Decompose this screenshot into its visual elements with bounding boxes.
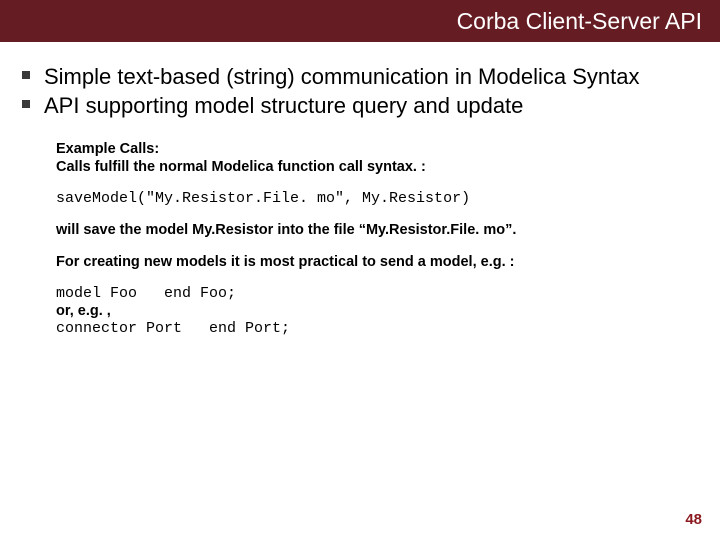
example-heading-line: Example Calls: <box>56 141 159 157</box>
body-block: Example Calls: Calls fulfill the normal … <box>22 140 698 338</box>
bullet-item: Simple text-based (string) communication… <box>22 64 698 91</box>
explain-text: For creating new models it is most pract… <box>56 253 678 271</box>
example-heading: Example Calls: Calls fulfill the normal … <box>56 140 678 176</box>
bullet-text: Simple text-based (string) communication… <box>44 64 639 89</box>
explain-text: will save the model My.Resistor into the… <box>56 221 678 239</box>
code-line: model Foo end Foo; <box>56 285 678 302</box>
square-bullet-icon <box>22 71 30 79</box>
slide-title: Corba Client-Server API <box>457 8 702 35</box>
bullet-item: API supporting model structure query and… <box>22 93 698 120</box>
square-bullet-icon <box>22 100 30 108</box>
slide-content: Simple text-based (string) communication… <box>0 42 720 337</box>
code-line: saveModel("My.Resistor.File. mo", My.Res… <box>56 190 678 207</box>
example-sub-line: Calls fulfill the normal Modelica functi… <box>56 159 426 175</box>
slide-header: Corba Client-Server API <box>0 0 720 42</box>
page-number: 48 <box>685 511 702 528</box>
bullet-text: API supporting model structure query and… <box>44 93 523 118</box>
or-line: or, e.g. , <box>56 302 678 320</box>
code-line: connector Port end Port; <box>56 320 678 337</box>
bullet-list: Simple text-based (string) communication… <box>22 64 698 120</box>
